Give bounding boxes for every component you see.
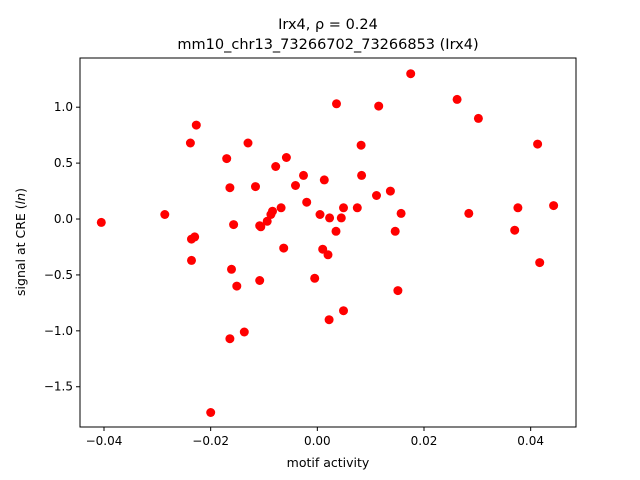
data-point <box>533 139 543 149</box>
data-point <box>393 286 403 296</box>
data-point <box>96 217 106 227</box>
data-point <box>229 220 239 230</box>
data-point <box>271 162 281 171</box>
data-point <box>310 273 320 283</box>
data-point <box>390 226 400 236</box>
y-tick-label: −1.5 <box>44 380 73 394</box>
x-tick-label: −0.02 <box>192 434 229 448</box>
data-point <box>243 138 253 148</box>
data-point <box>535 258 545 268</box>
y-tick-label: 1.0 <box>54 100 73 114</box>
x-tick-label: −0.04 <box>86 434 123 448</box>
data-point <box>406 69 416 79</box>
data-point <box>268 206 277 216</box>
data-point <box>227 264 236 274</box>
data-point <box>225 334 235 344</box>
data-point <box>319 175 329 185</box>
data-point <box>206 408 216 417</box>
data-point <box>332 99 341 109</box>
ticks-layer: −0.04 −0.02 0.00 0.02 0.04 −1.5 −1.0 −0.5 0.0 0.5… <box>44 100 544 448</box>
data-point <box>510 225 520 235</box>
data-point <box>374 101 384 111</box>
x-tick-label: 0.04 <box>517 434 544 448</box>
x-tick-label: 0.02 <box>411 434 438 448</box>
data-point <box>315 210 325 219</box>
y-tick-label: −0.5 <box>44 268 73 282</box>
data-point <box>291 181 300 190</box>
data-point <box>549 201 559 211</box>
data-point <box>325 213 335 223</box>
data-point <box>473 113 483 123</box>
y-tick-label: 0.5 <box>54 156 73 170</box>
data-point <box>299 170 308 180</box>
data-point <box>331 226 341 236</box>
data-point <box>357 170 367 180</box>
plot-frame <box>79 57 577 428</box>
data-point <box>239 327 249 337</box>
data-point <box>336 213 346 223</box>
points-layer <box>96 69 559 417</box>
data-point <box>323 250 333 260</box>
data-point <box>225 183 235 193</box>
data-point <box>256 222 266 232</box>
data-point <box>339 203 348 213</box>
data-point <box>356 140 366 150</box>
data-point <box>262 216 272 226</box>
data-point <box>232 281 242 291</box>
data-point <box>385 186 395 196</box>
x-tick-label: 0.00 <box>304 434 331 448</box>
data-point <box>222 154 232 164</box>
data-point <box>352 203 362 213</box>
data-point <box>276 203 286 213</box>
y-axis-label: signal at CRE (ln) <box>13 188 28 296</box>
data-point <box>281 153 291 162</box>
data-point <box>452 94 462 104</box>
data-point <box>251 182 260 192</box>
data-point <box>187 255 196 265</box>
data-point <box>279 243 289 253</box>
data-point <box>318 244 328 254</box>
data-point <box>191 120 201 130</box>
chart-title-line2: mm10_chr13_73266702_73266853 (Irx4) <box>177 37 478 53</box>
data-point <box>396 208 406 218</box>
x-axis-label: motif activity <box>287 455 370 470</box>
data-point <box>372 191 381 200</box>
data-point <box>324 315 334 325</box>
data-point <box>185 138 195 148</box>
data-point <box>302 197 312 207</box>
data-point <box>190 232 200 242</box>
data-point <box>255 276 265 285</box>
data-point <box>160 210 170 219</box>
y-tick-label: −1.0 <box>44 324 73 338</box>
data-point <box>513 203 523 213</box>
data-point <box>339 306 348 316</box>
chart-title-line1: Irx4, ρ = 0.24 <box>278 17 378 33</box>
y-tick-label: 0.0 <box>54 212 73 226</box>
data-point <box>464 208 474 218</box>
